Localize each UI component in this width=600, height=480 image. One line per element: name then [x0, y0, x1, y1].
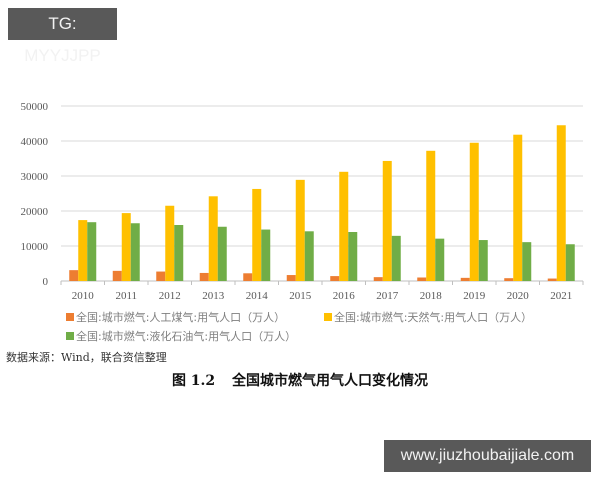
x-tick-label: 2013 [202, 290, 225, 302]
bar [69, 270, 79, 281]
bar [304, 231, 314, 281]
bar [417, 277, 427, 281]
bar [478, 240, 488, 281]
bar [373, 277, 383, 281]
bar [565, 244, 575, 281]
bar [243, 273, 253, 281]
bar [391, 235, 401, 281]
bar [165, 205, 175, 281]
bar [435, 238, 445, 281]
bar [286, 275, 296, 281]
x-tick-label: 2010 [72, 290, 95, 302]
legend-swatch-yellow [324, 313, 332, 321]
bar [547, 278, 557, 281]
figure-title: 全国城市燃气用气人口变化情况 [232, 373, 429, 389]
x-tick-label: 2017 [376, 290, 399, 302]
bar [217, 226, 227, 281]
bar [199, 272, 209, 281]
bar [78, 220, 88, 281]
legend-swatch-green [66, 332, 74, 340]
bar [208, 196, 218, 281]
x-tick-label: 2020 [507, 290, 530, 302]
legend-label: 全国:城市燃气:天然气:用气人口（万人） [334, 311, 533, 324]
y-tick-label: 30000 [21, 171, 49, 183]
bar [174, 225, 184, 281]
bar [121, 213, 131, 281]
bar [348, 232, 358, 281]
x-tick-label: 2021 [550, 290, 572, 302]
y-tick-label: 40000 [21, 136, 49, 148]
legend-item-lpg: 全国:城市燃气:液化石油气:用气人口（万人） [66, 328, 296, 344]
y-tick-label: 20000 [21, 206, 49, 218]
x-tick-label: 2015 [289, 290, 312, 302]
data-source: 数据来源：Wind，联合资信整理 [6, 351, 167, 364]
bar [261, 229, 271, 281]
bar [112, 270, 122, 281]
legend-label: 全国:城市燃气:人工煤气:用气人口（万人） [76, 311, 286, 324]
y-tick-label: 0 [43, 276, 49, 288]
bar [382, 160, 392, 281]
bar [130, 223, 140, 281]
legend-label: 全国:城市燃气:液化石油气:用气人口（万人） [76, 330, 297, 343]
legend-item-artificial-gas: 全国:城市燃气:人工煤气:用气人口（万人） [66, 309, 285, 325]
bar [522, 242, 532, 281]
watermark-top-left: TG: MYYJJPP [8, 8, 117, 65]
watermark-bottom-right: www.jiuzhoubaijiale.com [384, 440, 591, 472]
bar [556, 125, 566, 281]
x-tick-label: 2012 [159, 290, 181, 302]
bar-chart: 0 10000 20000 30000 40000 50000 2010 2011 2012 20… [21, 101, 584, 302]
bar [330, 276, 340, 281]
bar [295, 179, 305, 281]
bar [460, 277, 470, 281]
legend-item-natural-gas: 全国:城市燃气:天然气:用气人口（万人） [324, 309, 532, 325]
x-tick-label: 2016 [333, 290, 356, 302]
x-tick-label: 2011 [115, 290, 137, 302]
legend-swatch-orange [66, 313, 74, 321]
bar [156, 271, 166, 281]
x-tick-label: 2019 [463, 290, 486, 302]
figure-caption: 图 1.2 全国城市燃气用气人口变化情况 [0, 370, 600, 390]
bar [87, 222, 97, 281]
bar [513, 134, 523, 281]
y-tick-label: 50000 [21, 101, 49, 113]
bar [504, 278, 514, 281]
bar [339, 171, 349, 281]
bar [252, 188, 262, 281]
bar [469, 142, 479, 281]
figure-number: 图 1.2 [171, 373, 216, 389]
x-tick-label: 2018 [420, 290, 443, 302]
y-tick-label: 10000 [21, 241, 49, 253]
bar [426, 150, 436, 281]
x-tick-label: 2014 [246, 290, 269, 302]
